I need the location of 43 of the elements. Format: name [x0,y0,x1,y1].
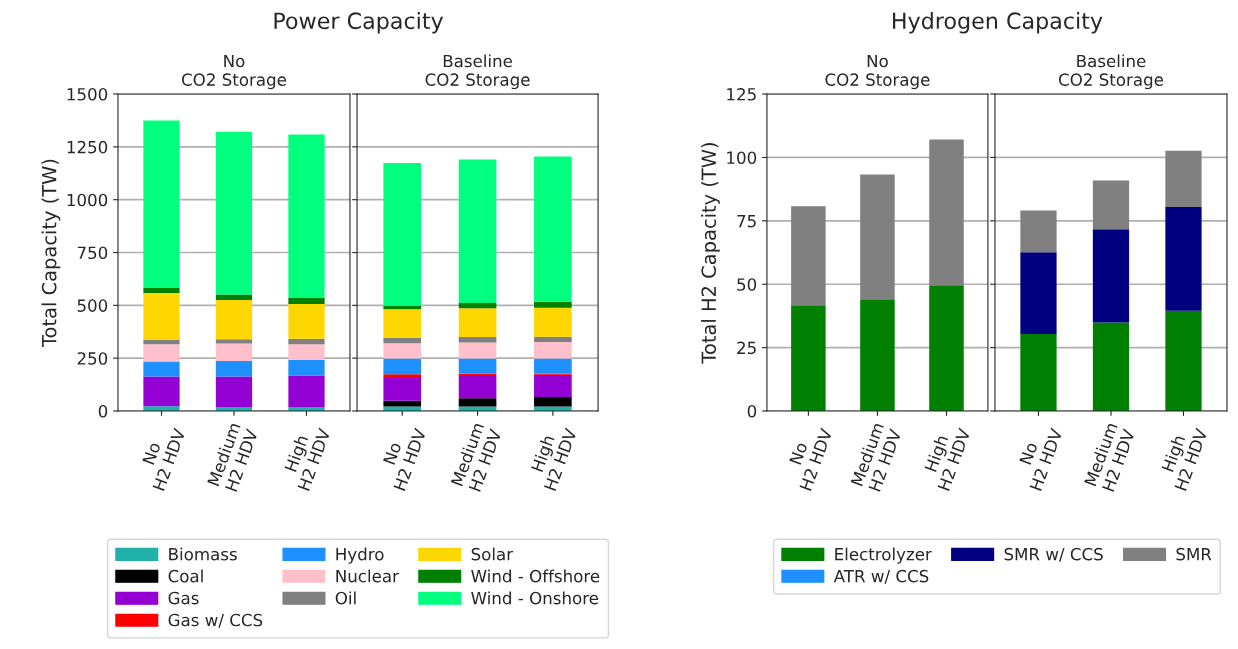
chart-title: Hydrogen Capacity [893,11,1103,34]
y-tick-label: 25 [737,341,756,355]
legend-label: Gas [168,591,199,605]
x-tick-label: No H2 HDV [1019,427,1063,491]
y-tick-label: 75 [737,215,756,228]
x-tick-label: High H2 HDV [284,427,331,491]
y-tick-label: 1000 [67,193,108,207]
chart-subtitle: Baseline CO2 Storage [425,54,530,90]
legend-label: ATR w/ CCS [833,569,929,584]
y-tick-label: 1250 [67,140,108,154]
x-tick-label: High H2 HDV [924,427,971,491]
legend-label: Oil [335,591,356,605]
y-tick-label: 50 [737,278,757,291]
y-tick-label: 250 [77,352,108,365]
chart-title: Power Capacity [274,11,444,34]
x-tick-label: High H2 HDV [530,427,578,491]
chart-subtitle: Baseline CO2 Storage [1058,54,1164,90]
y-tick-label: 500 [77,299,108,312]
legend-label: Gas w/ CCS [168,613,263,628]
legend-label: Electrolyzer [835,547,932,564]
legend-label: Wind - Offshore [471,569,600,583]
x-tick-label: No H2 HDV [142,427,186,491]
legend-label: Biomass [169,547,237,561]
x-tick-label: No H2 HDV [789,427,833,491]
y-tick-label: 750 [77,246,108,260]
legend-label: Nuclear [336,569,399,583]
legend-label: Hydro [336,547,384,564]
legend-label: SMR [1176,547,1212,561]
x-tick-label: No H2 HDV [383,427,427,491]
y-tick-label: 125 [727,88,756,101]
y-axis-title: Total H2 Capacity (TW) [701,143,720,364]
legend-label: SMR w/ CCS [1004,547,1103,562]
y-tick-label: 0 [98,404,108,418]
y-axis-title: Total Capacity (TW) [41,159,61,348]
legend-label: Solar [471,547,514,561]
x-tick-label: High H2 HDV [1161,427,1208,491]
chart-subtitle: No CO2 Storage [181,54,287,90]
legend-label: Coal [168,569,203,583]
y-tick-label: 1500 [67,88,108,101]
chart-subtitle: No CO2 Storage [825,54,930,90]
y-tick-label: 0 [747,404,757,418]
legend-label: Wind - Onshore [471,591,599,605]
y-tick-label: 100 [727,151,757,164]
